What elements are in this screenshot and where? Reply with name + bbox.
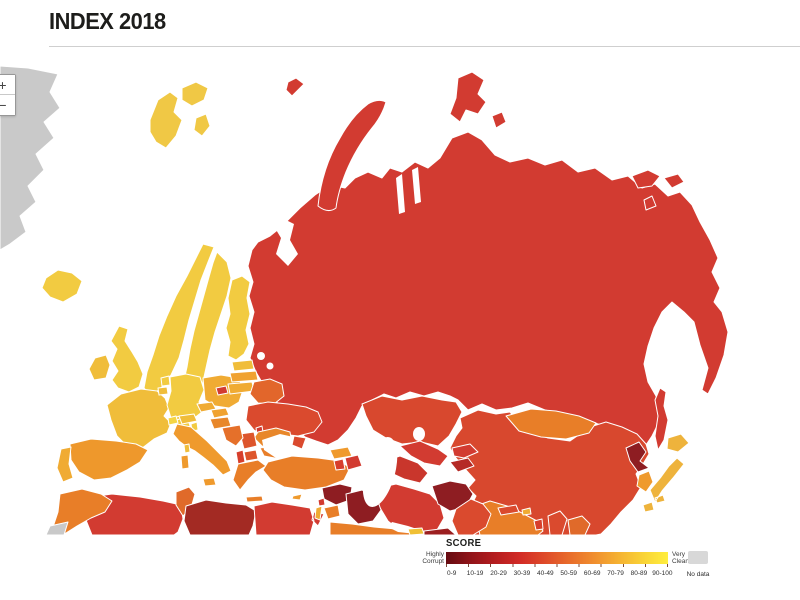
region-portugal[interactable]: [56, 446, 74, 483]
region-italy[interactable]: [172, 423, 232, 487]
region-finland[interactable]: [225, 275, 251, 361]
lake-onega: [266, 362, 274, 370]
region-france[interactable]: [106, 388, 172, 450]
region-russia[interactable]: [247, 131, 729, 449]
legend-range: 20-29: [490, 570, 507, 577]
region-latvia[interactable]: [229, 370, 259, 383]
region-corsica[interactable]: [183, 443, 191, 454]
region-slovakia[interactable]: [210, 407, 230, 419]
region-kaliningrad[interactable]: [215, 385, 229, 396]
legend-range: 60-69: [583, 570, 601, 577]
region-netherlands[interactable]: [160, 375, 171, 387]
legend-range-labels: 0-9 10-19 20-29 30-39 40-49 50-59 60-69 …: [440, 570, 674, 577]
region-libya[interactable]: [183, 499, 257, 535]
score-legend: SCORE Highly Corrupt Very Clean No data …: [422, 536, 796, 596]
region-spain[interactable]: [69, 438, 149, 481]
legend-range: 70-79: [607, 570, 624, 577]
region-turkey[interactable]: [262, 455, 351, 491]
gulf-of-ob: [396, 167, 421, 214]
region-cyprus[interactable]: [291, 493, 303, 501]
aral-sea: [413, 427, 425, 441]
legend-no-data-label: No data: [686, 571, 710, 578]
region-egypt[interactable]: [253, 501, 325, 535]
region-severnaya-zemlya[interactable]: [449, 71, 507, 129]
region-western-sahara[interactable]: [45, 521, 69, 535]
region-svalbard[interactable]: [149, 81, 211, 149]
region-ireland[interactable]: [88, 354, 111, 381]
region-united-kingdom[interactable]: [110, 325, 144, 393]
title-divider: [49, 46, 800, 47]
region-south-korea[interactable]: [636, 470, 654, 493]
legend-title: SCORE: [446, 538, 482, 549]
region-pakistan[interactable]: [451, 498, 492, 535]
zoom-out-button[interactable]: −: [0, 95, 15, 115]
region-greece[interactable]: [232, 459, 267, 503]
region-armenia[interactable]: [333, 458, 346, 471]
region-crimea[interactable]: [291, 435, 307, 450]
legend-gradient-bar: [446, 552, 668, 564]
legend-range: 90-100: [652, 570, 673, 577]
legend-very-clean-label: Very Clean: [672, 551, 689, 565]
region-north-macedonia[interactable]: [243, 449, 259, 462]
region-israel[interactable]: [314, 505, 323, 521]
region-belgium[interactable]: [157, 386, 169, 396]
legend-highly-corrupt-label: Highly Corrupt: [422, 551, 444, 565]
region-new-siberian-islands[interactable]: [631, 169, 685, 211]
region-estonia[interactable]: [231, 359, 255, 372]
region-bhutan[interactable]: [521, 507, 532, 516]
region-jordan[interactable]: [323, 504, 341, 520]
region-uae[interactable]: [407, 527, 425, 535]
page-title: INDEX 2018: [49, 8, 166, 34]
region-uzbekistan[interactable]: [399, 440, 449, 467]
region-sakhalin[interactable]: [654, 387, 669, 451]
legend-range: 30-39: [513, 570, 531, 577]
white-sea: [275, 218, 298, 266]
legend-range: 10-19: [466, 570, 484, 577]
region-austria[interactable]: [178, 413, 198, 425]
legend-range: 80-89: [630, 570, 648, 577]
region-franz-josef-land[interactable]: [285, 77, 305, 97]
region-switzerland[interactable]: [167, 415, 179, 426]
region-albania[interactable]: [235, 449, 246, 465]
region-croatia-bosnia[interactable]: [221, 424, 244, 447]
region-belarus[interactable]: [249, 378, 285, 405]
region-kyrgyzstan[interactable]: [451, 443, 479, 459]
region-iran[interactable]: [377, 483, 445, 535]
region-germany[interactable]: [166, 373, 205, 420]
region-japan[interactable]: [642, 433, 690, 513]
region-mongolia[interactable]: [505, 408, 597, 440]
caspian-sea: [362, 437, 398, 507]
region-serbia[interactable]: [239, 431, 258, 450]
zoom-in-button[interactable]: +: [0, 75, 15, 95]
region-kazakhstan[interactable]: [361, 395, 463, 447]
region-lebanon[interactable]: [317, 497, 326, 507]
legend-range: 0-9: [447, 570, 457, 577]
region-bangladesh[interactable]: [533, 518, 544, 531]
region-north-korea[interactable]: [625, 441, 650, 473]
region-azerbaijan[interactable]: [344, 454, 363, 471]
region-nepal[interactable]: [497, 504, 520, 516]
region-iceland[interactable]: [41, 269, 83, 303]
legend-no-data-swatch: [688, 551, 708, 564]
legend-tick-marks: [446, 564, 669, 567]
region-myanmar[interactable]: [547, 510, 568, 535]
region-tajikistan[interactable]: [449, 457, 475, 473]
region-southeast-asia[interactable]: [567, 515, 591, 535]
legend-range: 40-49: [537, 570, 554, 577]
region-novaya-zemlya[interactable]: [317, 99, 387, 212]
lake-ladoga: [257, 352, 265, 360]
region-ukraine[interactable]: [245, 401, 323, 438]
map-zoom-controls: + −: [0, 74, 16, 116]
legend-range: 50-59: [560, 570, 578, 577]
